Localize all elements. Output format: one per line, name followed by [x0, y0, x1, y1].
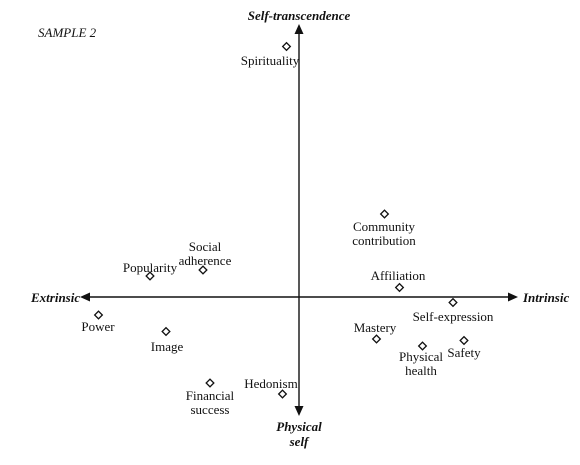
- item-spirituality: Spirituality: [241, 41, 300, 68]
- item-safety: Safety: [447, 335, 481, 360]
- pole-label-left: Extrinsic: [30, 290, 80, 305]
- item-label: Social adherence: [179, 239, 232, 268]
- top-arrow-head: [294, 24, 304, 34]
- item-image: Image: [151, 326, 184, 354]
- item-popularity: Popularity: [123, 260, 178, 281]
- item-mastery: Mastery: [354, 320, 397, 344]
- item-label: Hedonism: [244, 376, 297, 391]
- item-marker: [379, 209, 390, 219]
- item-label: Power: [81, 319, 115, 334]
- item-hedonism: Hedonism: [244, 376, 298, 399]
- bottom-arrow-head: [294, 406, 304, 416]
- item-social-adherence: Social adherence: [179, 239, 232, 275]
- item-power: Power: [81, 310, 115, 334]
- item-marker: [161, 326, 171, 337]
- item-physical-health: Physical health: [399, 341, 443, 378]
- item-marker: [371, 334, 382, 344]
- item-label: Physical health: [399, 349, 443, 378]
- item-label: Spirituality: [241, 53, 300, 68]
- item-affiliation: Affiliation: [371, 268, 426, 293]
- item-marker: [145, 271, 155, 281]
- item-label: Financial success: [186, 388, 235, 417]
- item-label: Popularity: [123, 260, 178, 275]
- item-marker: [459, 335, 469, 346]
- item-marker: [93, 310, 104, 320]
- sample-title: SAMPLE 2: [38, 25, 97, 40]
- pole-label-top: Self-transcendence: [248, 8, 351, 23]
- item-marker: [417, 341, 428, 351]
- item-label: Community contribution: [352, 219, 416, 248]
- pole-label-bottom: Physical self: [276, 419, 322, 449]
- item-marker: [277, 389, 288, 399]
- item-label: Image: [151, 339, 184, 354]
- left-arrow-head: [80, 292, 90, 302]
- item-self-expression: Self-expression: [413, 297, 494, 324]
- pole-label-right: Intrinsic: [522, 290, 569, 305]
- item-label: Affiliation: [371, 268, 426, 283]
- item-marker: [394, 282, 405, 293]
- item-marker: [281, 41, 292, 52]
- right-arrow-head: [508, 292, 518, 302]
- item-marker: [198, 265, 208, 275]
- item-marker: [205, 378, 215, 388]
- item-marker: [448, 297, 458, 308]
- item-label: Mastery: [354, 320, 397, 335]
- item-community-contribution: Community contribution: [352, 209, 416, 248]
- item-label: Safety: [447, 345, 481, 360]
- item-label: Self-expression: [413, 309, 494, 324]
- item-financial-success: Financial success: [186, 378, 235, 417]
